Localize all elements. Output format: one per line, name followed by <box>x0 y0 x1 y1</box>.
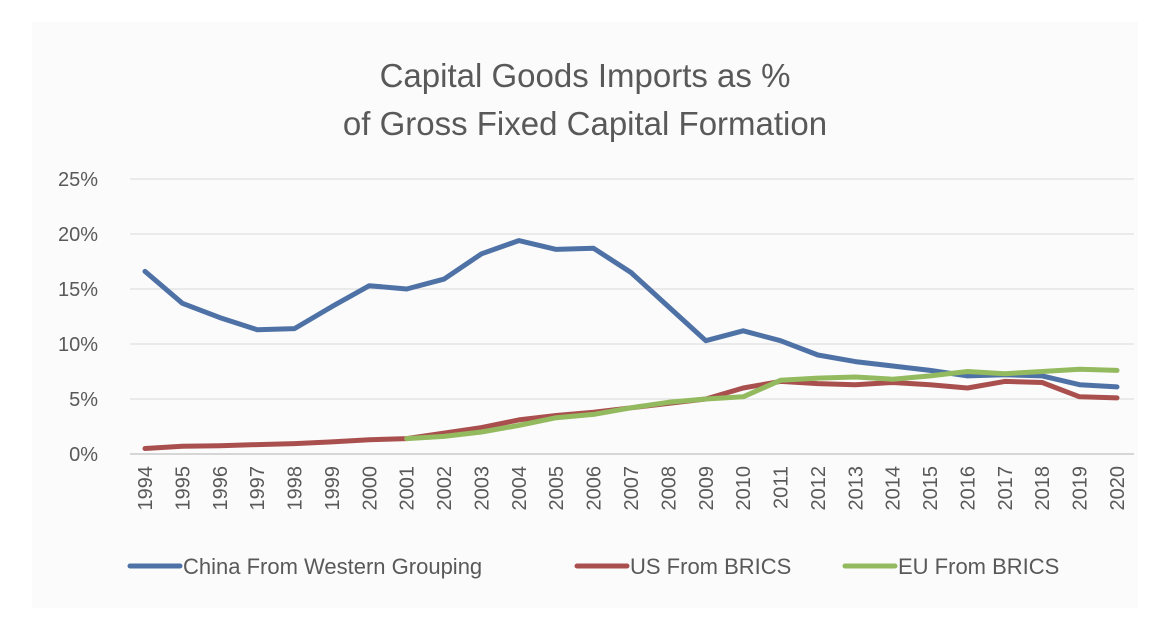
legend-label: China From Western Grouping <box>183 554 482 579</box>
chart-title: Capital Goods Imports as % of Gross Fixe… <box>343 57 827 142</box>
x-tick-label: 2005 <box>546 466 568 511</box>
legend-label: EU From BRICS <box>898 554 1059 579</box>
x-tick-label: 2011 <box>771 466 793 509</box>
series-line-us-from-brics <box>142 378 1120 451</box>
series-lines <box>142 238 1120 451</box>
legend: China From Western Grouping US From BRICS… <box>127 554 1059 579</box>
x-tick-label: 2013 <box>845 466 867 511</box>
x-tick-label: 2009 <box>696 466 718 511</box>
x-tick-label: 2007 <box>621 466 643 511</box>
x-tick-label: 2002 <box>434 466 456 511</box>
x-tick-label: 2010 <box>733 466 755 511</box>
x-tick-label: 2018 <box>1032 466 1054 511</box>
x-tick-label: 2006 <box>584 466 606 511</box>
chart-title-line-1: Capital Goods Imports as % <box>380 57 791 94</box>
chart-title-line-2: of Gross Fixed Capital Formation <box>343 105 827 142</box>
x-tick-label: 1999 <box>322 466 344 511</box>
x-tick-label: 2012 <box>808 466 830 511</box>
x-tick-label: 2017 <box>995 466 1017 511</box>
x-tick-label: 1998 <box>285 466 307 511</box>
x-tick-label: 2003 <box>471 466 493 511</box>
x-axis-tick-labels: 1994 1995 1996 1997 1998 1999 2000 2001 2002 2003… <box>135 466 1129 511</box>
chart-area: Capital Goods Imports as % of Gross Fixe… <box>32 22 1138 608</box>
x-tick-label: 1997 <box>247 466 269 511</box>
x-tick-label: 2000 <box>359 466 381 511</box>
gridlines <box>130 178 1134 455</box>
series-line-eu-from-brics <box>404 366 1120 442</box>
y-tick-label: 15% <box>58 279 98 301</box>
y-tick-label: 5% <box>69 389 98 411</box>
y-tick-label: 10% <box>58 334 98 356</box>
x-tick-label: 2008 <box>658 466 680 511</box>
x-tick-label: 2019 <box>1070 466 1092 511</box>
x-tick-label: 2001 <box>397 466 419 511</box>
x-tick-label: 2015 <box>920 466 942 511</box>
line-chart: Capital Goods Imports as % of Gross Fixe… <box>58 57 1134 579</box>
x-tick-label: 2014 <box>883 466 905 511</box>
x-tick-label: 2020 <box>1107 466 1129 511</box>
legend-label: US From BRICS <box>630 554 791 579</box>
x-tick-label: 1995 <box>172 466 194 511</box>
y-tick-label: 20% <box>58 224 98 246</box>
y-tick-label: 0% <box>69 444 98 466</box>
x-tick-label: 2004 <box>509 466 531 511</box>
x-tick-label: 1994 <box>135 466 157 511</box>
x-tick-label: 1996 <box>210 466 232 511</box>
series-line-china-from-western-grouping <box>142 238 1120 390</box>
y-axis-tick-labels: 0% 5% 10% 15% 20% 25% <box>58 169 98 466</box>
y-tick-label: 25% <box>58 169 98 191</box>
x-tick-label: 2016 <box>957 466 979 511</box>
